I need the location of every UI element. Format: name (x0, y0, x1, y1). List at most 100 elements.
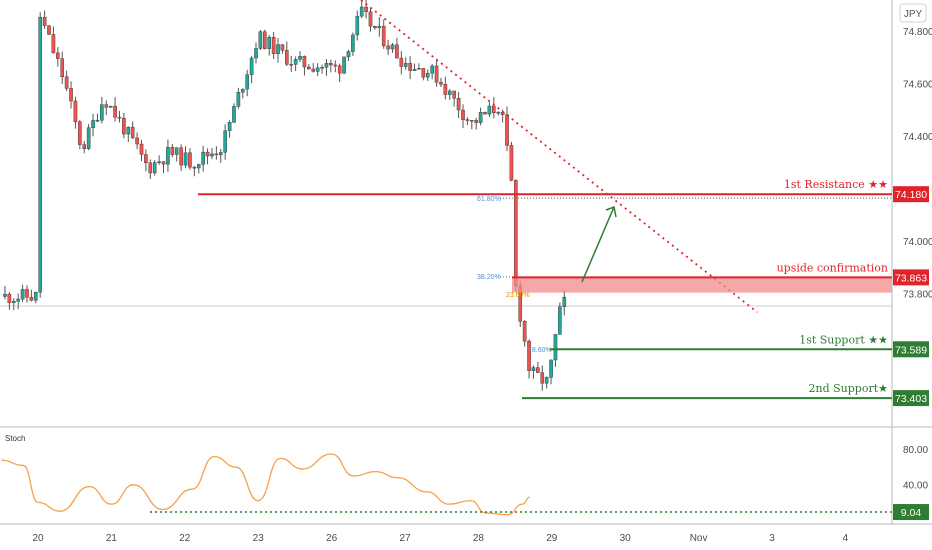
candle (478, 112, 483, 123)
candle (33, 291, 38, 301)
price-tag[interactable]: 73.403 (893, 390, 929, 407)
candle (417, 68, 421, 70)
candle (399, 57, 404, 67)
candle (390, 44, 395, 50)
price-tick-label: 73.800 (903, 289, 932, 300)
oversold-tag[interactable]: 9.04 (893, 504, 929, 521)
price-tag-text: 73.589 (895, 344, 927, 356)
candle (553, 334, 558, 361)
candle (461, 109, 465, 120)
fib-label: 61.80% (477, 196, 501, 203)
candle (64, 76, 69, 89)
candle (302, 56, 307, 68)
candle (315, 67, 320, 72)
candle (47, 25, 51, 35)
stoch-title: Stoch (5, 434, 25, 443)
price-tick-label: 74.800 (903, 27, 932, 38)
candle (408, 63, 412, 71)
candle (249, 57, 254, 75)
confirmation-zone[interactable] (512, 277, 892, 293)
candle (130, 126, 135, 139)
candle (144, 154, 148, 164)
time-tick-label: 30 (620, 533, 632, 544)
candle (355, 15, 360, 36)
price-tag-bg (893, 341, 929, 358)
candle (210, 153, 214, 157)
candles-layer (3, 0, 567, 391)
candle (443, 84, 448, 95)
candle (236, 92, 241, 107)
candle (223, 130, 227, 153)
candle (104, 104, 109, 108)
candle (540, 372, 545, 384)
candle (263, 31, 267, 49)
price-axis[interactable]: 74.800 74.600 74.400 74.000 73.800 (903, 27, 932, 300)
candle (108, 105, 113, 108)
projection-arrow[interactable] (581, 206, 615, 283)
candle (258, 31, 263, 49)
candle (7, 293, 12, 303)
candle (364, 6, 368, 12)
candle (425, 73, 430, 78)
candle (324, 63, 329, 68)
candle (298, 56, 302, 60)
candle (395, 44, 399, 59)
candle (69, 88, 73, 102)
candle (522, 321, 527, 342)
candle (434, 65, 439, 83)
candle (166, 147, 170, 165)
candle (91, 120, 95, 128)
candle (373, 25, 377, 29)
candle (29, 297, 34, 301)
candle (188, 152, 192, 168)
time-tick-label: 29 (546, 533, 558, 544)
price-tag[interactable]: 73.589 (893, 341, 929, 358)
candle (329, 63, 333, 66)
candle (469, 120, 474, 122)
arrow-head (605, 205, 617, 218)
stoch-tick-label: 40.00 (903, 480, 928, 491)
descending-trendline[interactable] (360, 0, 758, 313)
price-tag[interactable]: 73.863 (893, 269, 929, 286)
candle (11, 301, 16, 303)
candle (113, 105, 117, 118)
candle (465, 119, 470, 121)
price-tag[interactable]: 74.180 (893, 186, 929, 203)
candle (285, 50, 289, 65)
stoch-line[interactable] (1, 453, 530, 516)
candle (509, 145, 514, 181)
candle (271, 37, 276, 54)
candle (240, 88, 245, 93)
oversold-tag-text: 9.04 (901, 507, 922, 519)
candle (514, 180, 518, 287)
candle (174, 147, 179, 155)
currency-badge[interactable]: JPY (899, 3, 927, 23)
candle (56, 52, 60, 59)
time-tick-label: 22 (179, 533, 191, 544)
time-tick-label: 3 (769, 533, 775, 544)
candle (311, 68, 316, 72)
candle (86, 127, 91, 149)
candle (95, 119, 100, 122)
price-tick-label: 74.600 (903, 79, 932, 90)
candle (170, 147, 175, 155)
time-axis[interactable]: 20 21 22 23 26 27 28 29 30 Nov 3 4 (32, 533, 848, 544)
candle (135, 137, 139, 145)
candle (505, 114, 509, 146)
candle (421, 68, 426, 78)
candle (496, 111, 501, 114)
stoch-layer: 9.04 80.00 40.00 (1, 445, 929, 521)
price-tag-text: 73.403 (895, 393, 927, 405)
time-tick-label: 4 (843, 533, 849, 544)
candle (267, 37, 272, 49)
candle (536, 367, 540, 373)
candle (381, 25, 386, 47)
price-tick-label: 74.000 (903, 237, 932, 248)
candle (254, 48, 258, 59)
candle (527, 340, 531, 371)
candle (205, 151, 210, 157)
candle (42, 17, 47, 26)
candle (3, 293, 7, 297)
